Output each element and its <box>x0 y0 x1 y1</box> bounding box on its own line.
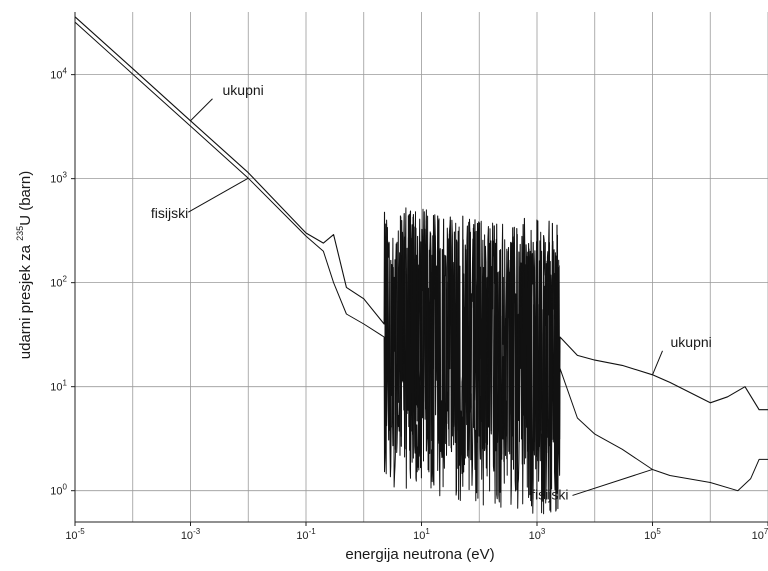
x-axis-title: energija neutrona (eV) <box>345 546 494 563</box>
series-line-fisijski <box>74 21 768 515</box>
series-label-ukupni: ukupni <box>671 334 712 350</box>
x-tick-label: 10-3 <box>181 527 201 542</box>
series-label-ukupni: ukupni <box>223 82 264 98</box>
series-label-leader <box>572 468 653 496</box>
series-label-leader <box>652 350 663 376</box>
x-tick-label: 105 <box>644 527 661 542</box>
y-tick-label: 104 <box>50 67 67 82</box>
y-tick-label: 103 <box>50 171 67 186</box>
series-label-fisijski: fisijski <box>151 205 188 221</box>
series-labels: ukupni fisijski ukupni fisijski <box>151 82 712 503</box>
data-series <box>74 16 768 515</box>
series-label-leader <box>190 98 213 122</box>
x-tick-label: 107 <box>752 527 768 542</box>
y-axis-title: udarni presjek za 235U (barn) <box>15 171 34 359</box>
series-label-leader <box>188 177 249 213</box>
x-tick-label: 10-5 <box>65 527 85 542</box>
y-tick-label: 102 <box>50 275 67 290</box>
series-label-fisijski: fisijski <box>531 486 568 502</box>
y-tick-label: 100 <box>50 483 67 498</box>
y-tick-labels: 100 101 102 103 104 <box>50 67 75 498</box>
y-tick-label: 101 <box>50 379 67 394</box>
x-tick-labels: 10-5 10-3 10-1 101 103 105 107 <box>65 522 768 542</box>
x-tick-label: 103 <box>529 527 546 542</box>
x-tick-label: 101 <box>413 527 430 542</box>
x-tick-label: 10-1 <box>296 527 316 542</box>
